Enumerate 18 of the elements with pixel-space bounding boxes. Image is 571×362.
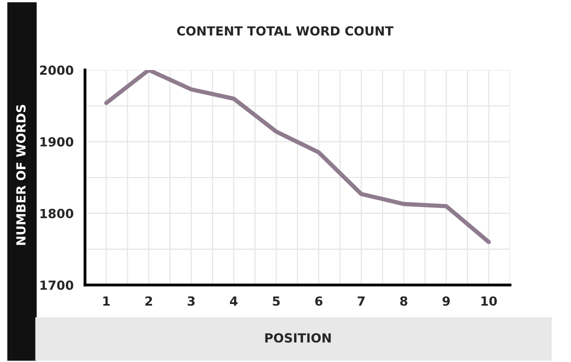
chart-title: CONTENT TOTAL WORD COUNT (177, 26, 394, 36)
x-tick-label: 2 (145, 296, 152, 306)
y-tick-label: 1700 (40, 280, 74, 290)
x-tick-label: 4 (230, 296, 238, 306)
x-tick-label: 9 (442, 296, 450, 306)
x-tick-label: 5 (272, 296, 280, 306)
line-series (104, 70, 491, 244)
y-axis-title: NUMBER OF WORDS (16, 104, 26, 245)
x-tick-label: 7 (358, 296, 365, 306)
x-axis-title: POSITION (265, 333, 331, 343)
x-tick-label: 3 (188, 296, 195, 306)
y-tick-label: 1800 (40, 208, 74, 218)
y-tick-label: 1900 (40, 137, 74, 147)
x-tick-label: 10 (481, 296, 497, 306)
x-tick-label: 6 (315, 296, 322, 306)
x-tick-label: 1 (103, 296, 110, 306)
x-tick-label: 8 (400, 296, 408, 306)
y-tick-label: 2000 (40, 65, 74, 75)
